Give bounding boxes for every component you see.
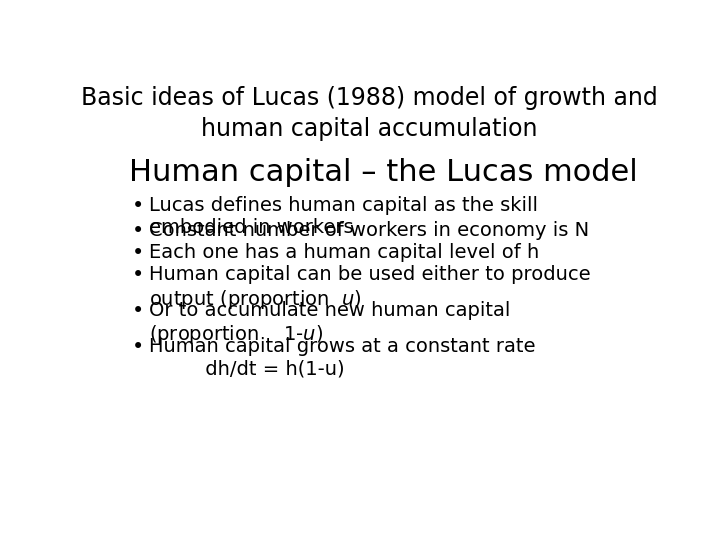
Text: Each one has a human capital level of h: Each one has a human capital level of h xyxy=(148,243,539,262)
Text: Human capital can be used either to produce: Human capital can be used either to prod… xyxy=(148,265,590,284)
Text: Or to accumulate new human capital: Or to accumulate new human capital xyxy=(148,301,510,320)
Text: •: • xyxy=(132,196,144,216)
Text: Lucas defines human capital as the skill: Lucas defines human capital as the skill xyxy=(148,196,538,215)
Text: dh/dt = h(1-u): dh/dt = h(1-u) xyxy=(148,360,344,379)
Text: •: • xyxy=(132,301,144,321)
Text: output (proportion  $\it{u}$): output (proportion $\it{u}$) xyxy=(148,288,361,310)
Text: (proportion    1-$\it{u}$): (proportion 1-$\it{u}$) xyxy=(148,323,323,347)
Text: Human capital – the Lucas model: Human capital – the Lucas model xyxy=(129,158,638,187)
Text: •: • xyxy=(132,243,144,263)
Text: Human capital grows at a constant rate: Human capital grows at a constant rate xyxy=(148,337,535,356)
Text: Basic ideas of Lucas (1988) model of growth and
human capital accumulation: Basic ideas of Lucas (1988) model of gro… xyxy=(81,85,657,141)
Text: •: • xyxy=(132,337,144,357)
Text: embodied in workers: embodied in workers xyxy=(148,218,354,237)
Text: Constant number of workers in economy is N: Constant number of workers in economy is… xyxy=(148,221,589,240)
Text: •: • xyxy=(132,265,144,285)
Text: •: • xyxy=(132,221,144,241)
